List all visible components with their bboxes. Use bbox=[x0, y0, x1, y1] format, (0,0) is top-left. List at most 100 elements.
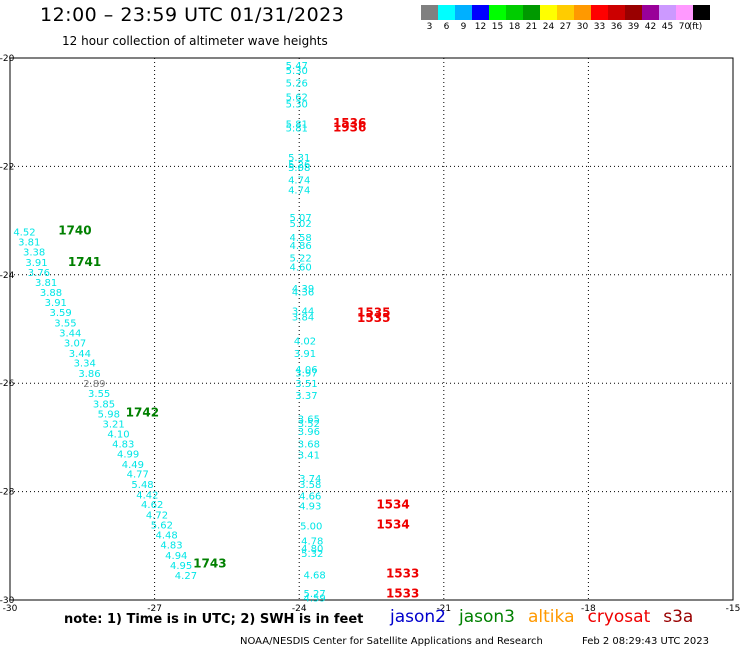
pass-time-label: 1536 bbox=[333, 116, 366, 130]
wave-height-value: 3.81 bbox=[35, 278, 57, 289]
lon-tick-label: -15 bbox=[726, 604, 740, 614]
mission-label-s3a: s3a bbox=[663, 607, 694, 627]
wave-height-value: 4.83 bbox=[160, 541, 182, 552]
wave-height-value: 4.94 bbox=[165, 551, 187, 562]
legend-swatch bbox=[625, 5, 642, 20]
legend-swatch bbox=[574, 5, 591, 20]
wave-height-value: 4.83 bbox=[112, 439, 134, 450]
legend-label: 15 bbox=[491, 22, 504, 32]
wave-height-value: 4.99 bbox=[117, 450, 139, 461]
pass-time-label: 1534 bbox=[376, 518, 409, 532]
legend-labels: 3 6 9 12 15 18 21 24 27 30 33 36 39 42 45 70 (ft) bbox=[421, 22, 740, 36]
wave-height-value: 2.89 bbox=[83, 379, 105, 390]
legend-swatch bbox=[421, 5, 438, 20]
wave-height-value: 3.44 bbox=[59, 328, 81, 339]
wave-height-value: 4.58 bbox=[290, 233, 312, 244]
wave-height-value: 4.68 bbox=[303, 571, 325, 582]
wave-height-value: 4.59 bbox=[303, 593, 325, 604]
lon-tick-label: -27 bbox=[147, 604, 162, 614]
wave-height-value: 3.74 bbox=[299, 474, 321, 485]
wave-height-value: 5.30 bbox=[286, 100, 308, 111]
wave-height-value: 3.44 bbox=[69, 349, 91, 360]
wave-height-value: 3.52 bbox=[298, 419, 320, 430]
legend-label: 21 bbox=[525, 22, 538, 32]
wave-height-value: 5.81 bbox=[286, 123, 308, 134]
wave-height-value: 5.81 bbox=[286, 120, 308, 131]
wave-height-value: 3.21 bbox=[102, 419, 124, 430]
pass-time-label: 1533 bbox=[386, 586, 419, 600]
wave-height-value: 3.91 bbox=[25, 258, 47, 269]
legend-swatch bbox=[489, 5, 506, 20]
wave-height-value: 4.74 bbox=[288, 186, 310, 197]
lon-tick-label: -21 bbox=[436, 604, 451, 614]
wave-height-value: 3.96 bbox=[298, 427, 320, 438]
wave-height-value: 4.78 bbox=[301, 536, 323, 547]
legend-label: 3 bbox=[426, 22, 433, 32]
wave-height-value: 4.60 bbox=[290, 263, 312, 274]
wave-height-value: 3.76 bbox=[28, 268, 50, 279]
legend-swatch bbox=[438, 5, 455, 20]
legend-swatch bbox=[540, 5, 557, 20]
footer-note: note: 1) Time is in UTC; 2) SWH is in fe… bbox=[64, 612, 364, 627]
wave-height-value: 4.77 bbox=[127, 470, 149, 481]
wave-height-value: 4.52 bbox=[13, 227, 35, 238]
legend-label: 36 bbox=[610, 22, 623, 32]
legend-label: 42 bbox=[644, 22, 657, 32]
legend-swatch bbox=[591, 5, 608, 20]
lat-tick-label: -28 bbox=[0, 488, 15, 498]
legend-label: 39 bbox=[627, 22, 640, 32]
legend-label: 12 bbox=[474, 22, 487, 32]
wave-height-value: 4.66 bbox=[299, 491, 321, 502]
wave-height-value: 5.47 bbox=[286, 61, 308, 72]
wave-height-value: 3.85 bbox=[93, 399, 115, 410]
wave-height-value: 3.81 bbox=[18, 238, 40, 249]
wave-height-value: 5.32 bbox=[301, 549, 323, 560]
wave-height-value: 4.39 bbox=[292, 284, 314, 295]
legend-label: 30 bbox=[576, 22, 589, 32]
wave-height-value: 5.07 bbox=[290, 213, 312, 224]
legend-label: 6 bbox=[443, 22, 450, 32]
wave-height-value: 5.62 bbox=[151, 521, 173, 532]
wave-height-value: 5.02 bbox=[290, 219, 312, 230]
wave-height-value: 5.26 bbox=[286, 78, 308, 89]
wave-height-value: 3.55 bbox=[54, 318, 76, 329]
mission-label-cryosat: cryosat bbox=[587, 607, 651, 627]
mission-legend: jason2 jason3 altika cryosat s3a bbox=[390, 607, 706, 627]
wave-height-value: 5.08 bbox=[288, 163, 310, 174]
wave-height-value: 5.48 bbox=[131, 480, 153, 491]
wave-height-value: 3.88 bbox=[40, 288, 62, 299]
wave-height-value: 4.62 bbox=[141, 500, 163, 511]
pass-time-label: 1533 bbox=[386, 566, 419, 580]
lat-tick-label: -26 bbox=[0, 379, 15, 389]
pass-time-label: 1743 bbox=[193, 557, 226, 571]
wave-height-value: 4.86 bbox=[290, 241, 312, 252]
wave-height-value: 3.07 bbox=[64, 339, 86, 350]
generation-timestamp: Feb 2 08:29:43 UTC 2023 bbox=[582, 636, 709, 647]
wave-height-value: 4.06 bbox=[295, 365, 317, 376]
wave-height-value: 3.37 bbox=[295, 391, 317, 402]
pass-time-label: 1535 bbox=[357, 306, 390, 320]
page-title: 12:00 – 23:59 UTC 01/31/2023 bbox=[40, 4, 345, 26]
page-subtitle: 12 hour collection of altimeter wave hei… bbox=[62, 34, 328, 48]
legend-label: 24 bbox=[542, 22, 555, 32]
legend-label: 9 bbox=[460, 22, 467, 32]
legend-swatch bbox=[506, 5, 523, 20]
wave-height-value: 3.41 bbox=[298, 451, 320, 462]
wave-height-value: 3.55 bbox=[88, 389, 110, 400]
wave-height-value: 3.58 bbox=[299, 480, 321, 491]
pass-time-label: 1534 bbox=[376, 498, 409, 512]
legend-swatch bbox=[608, 5, 625, 20]
wave-height-value: 5.31 bbox=[288, 153, 310, 164]
legend-swatch bbox=[472, 5, 489, 20]
wave-height-value: 4.10 bbox=[107, 430, 129, 441]
wave-height-value: 3.97 bbox=[295, 368, 317, 379]
wave-height-value: 4.02 bbox=[294, 336, 316, 347]
wave-height-value: 3.44 bbox=[292, 307, 314, 318]
legend-label: (ft) bbox=[688, 22, 703, 32]
pass-time-label: 1742 bbox=[126, 405, 159, 419]
legend-swatch bbox=[693, 5, 710, 20]
wave-height-value: 3.51 bbox=[295, 379, 317, 390]
wave-height-value: 5.27 bbox=[303, 589, 325, 600]
credit-text: NOAA/NESDIS Center for Satellite Applica… bbox=[240, 636, 543, 647]
mission-label-jason2: jason2 bbox=[390, 607, 446, 627]
